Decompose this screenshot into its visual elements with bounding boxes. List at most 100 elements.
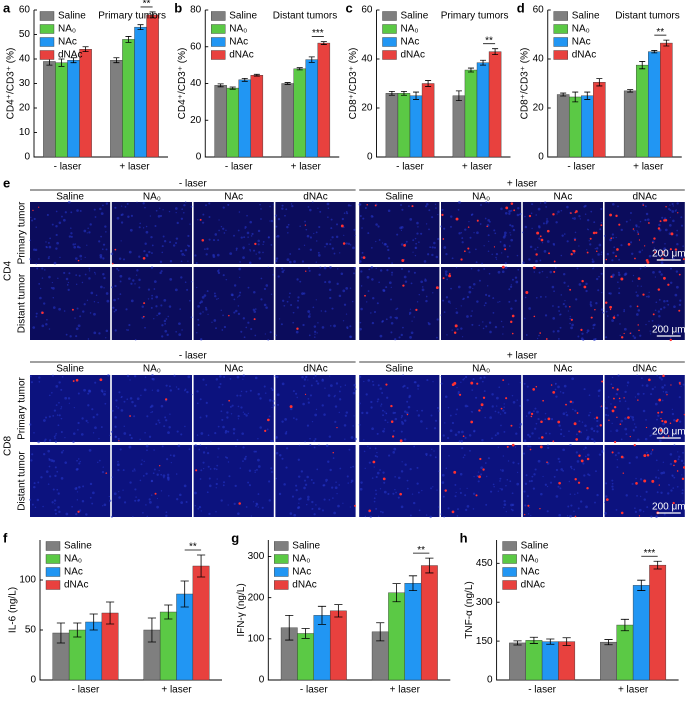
nucleus (143, 460, 145, 463)
nucleus (157, 215, 161, 218)
nucleus (472, 378, 475, 381)
nucleus (360, 481, 363, 484)
nucleus (650, 434, 653, 437)
nucleus (166, 333, 169, 337)
nucleus (377, 515, 380, 518)
nucleus (628, 461, 631, 465)
nucleus (48, 394, 51, 397)
error-bar (113, 57, 120, 64)
nucleus (295, 392, 298, 395)
positive-cell (506, 445, 509, 448)
legend-swatch (382, 50, 397, 60)
nucleus (394, 488, 396, 491)
nucleus (223, 375, 226, 378)
nucleus (492, 483, 495, 486)
nucleus (470, 315, 473, 318)
error-bar (651, 50, 658, 54)
nucleus (136, 397, 140, 401)
nucleus (231, 294, 234, 297)
positive-cell (620, 277, 624, 281)
nucleus (78, 509, 82, 512)
nucleus (218, 229, 220, 232)
nucleus (183, 211, 185, 214)
nucleus (473, 282, 476, 286)
nucleus (344, 438, 346, 440)
nucleus (329, 266, 332, 269)
nucleus (591, 258, 594, 261)
nucleus (570, 504, 573, 507)
nucleus (557, 385, 560, 389)
nucleus (369, 447, 371, 450)
nucleus (68, 235, 72, 238)
nucleus (64, 211, 67, 214)
nucleus (281, 457, 284, 460)
nucleus (310, 384, 313, 387)
legend-swatch (39, 50, 55, 60)
nucleus (233, 311, 236, 314)
nucleus (307, 498, 310, 501)
nucleus (297, 475, 301, 478)
positive-cell (511, 332, 514, 335)
nucleus (223, 232, 226, 234)
error-bar (164, 604, 173, 620)
nucleus (135, 496, 137, 498)
nucleus (676, 202, 679, 205)
nucleus (543, 201, 547, 204)
nucleus (176, 221, 179, 225)
nucleus (654, 276, 657, 278)
positive-cell (663, 276, 666, 280)
nucleus (409, 335, 412, 339)
nucleus (344, 384, 347, 386)
nucleus (368, 268, 371, 271)
nucleus (569, 514, 572, 518)
nucleus (581, 332, 584, 335)
nucleus (416, 301, 419, 303)
nucleus (491, 437, 493, 440)
nucleus (70, 232, 73, 235)
nucleus (138, 226, 141, 229)
nucleus (178, 333, 182, 337)
nucleus (538, 237, 541, 240)
significance: ** (189, 542, 197, 553)
nucleus (312, 306, 315, 309)
positive-cell (442, 277, 445, 280)
positive-cell (616, 388, 619, 391)
positive-cell (238, 502, 241, 505)
nucleus (79, 315, 82, 318)
error-bar (334, 604, 343, 618)
nucleus (457, 285, 461, 289)
nucleus (297, 296, 300, 299)
nucleus (134, 338, 137, 341)
nucleus (585, 289, 588, 293)
micrograph: 200 μm (603, 202, 685, 265)
nucleus (378, 281, 380, 284)
nucleus (499, 300, 501, 303)
nucleus (215, 378, 219, 381)
nucleus (569, 317, 572, 320)
micrograph: 200 μm (604, 266, 685, 342)
nucleus (72, 432, 76, 435)
nucleus (54, 512, 58, 515)
nucleus (83, 388, 86, 392)
bar (317, 42, 331, 158)
nucleus (212, 239, 216, 242)
nucleus (145, 444, 149, 448)
nucleus (642, 409, 646, 413)
nucleus (588, 414, 591, 417)
nucleus (308, 267, 310, 269)
nucleus (252, 308, 256, 312)
nucleus (391, 262, 393, 264)
nucleus (494, 325, 498, 329)
nucleus (644, 437, 648, 441)
nucleus (604, 406, 607, 409)
nucleus (168, 210, 171, 213)
positive-cell (670, 384, 672, 386)
nucleus (506, 255, 509, 258)
positive-cell (532, 266, 536, 270)
nucleus (459, 491, 462, 494)
nucleus (79, 254, 83, 258)
nucleus (557, 337, 560, 340)
nucleus (561, 234, 564, 237)
positive-cell (600, 405, 603, 407)
nucleus (125, 308, 128, 311)
